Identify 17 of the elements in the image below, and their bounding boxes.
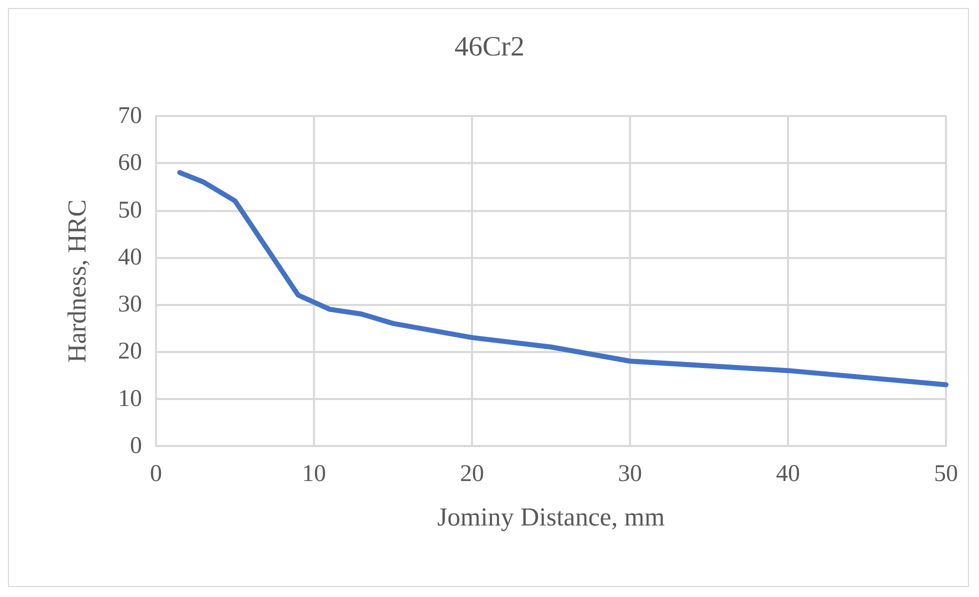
y-tick-label: 30 xyxy=(118,292,142,318)
y-tick-label: 20 xyxy=(118,338,142,365)
y-tick-label: 60 xyxy=(118,150,142,176)
chart-title: 46Cr2 xyxy=(454,32,524,62)
x-tick-label: 30 xyxy=(618,461,642,487)
x-tick-label: 20 xyxy=(460,461,484,487)
y-tick-label: 50 xyxy=(118,197,142,224)
y-tick-label: 10 xyxy=(118,386,142,412)
y-tick-label: 40 xyxy=(118,244,142,270)
x-tick-label: 50 xyxy=(934,461,958,487)
x-axis-title: Jominy Distance, mm xyxy=(437,502,665,532)
x-tick-label: 10 xyxy=(302,461,326,487)
y-axis-title: Hardness, HRC xyxy=(62,199,92,363)
y-tick-label: 0 xyxy=(130,433,142,459)
x-tick-label: 0 xyxy=(150,461,162,487)
y-tick-label: 70 xyxy=(118,103,142,129)
x-tick-label: 40 xyxy=(776,461,800,487)
